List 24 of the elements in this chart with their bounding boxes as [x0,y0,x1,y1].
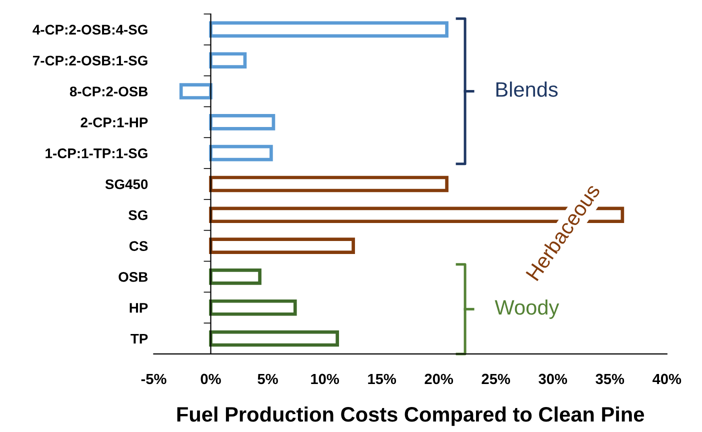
x-tick-label: -5% [141,374,166,384]
y-tick-label: SG450 [105,179,148,190]
x-tick-label: 10% [311,374,339,384]
x-tick-label: 15% [368,374,396,384]
x-tick-label: 5% [258,374,278,384]
y-tick-label: HP [130,303,148,313]
y-tick-label: TP [130,334,148,344]
x-tick-label: 0% [200,374,221,384]
x-tick-label: 30% [538,374,568,384]
y-tick-label: 8-CP:2-OSB [70,86,148,96]
y-tick-label: OSB [118,272,148,282]
x-tick-label: 40% [652,374,682,384]
y-tick-label: 4-CP:2-OSB:4-SG [32,24,148,35]
x-tick-label: 20% [424,374,454,384]
y-tick-label: 1-CP:1-TP:1-SG [46,148,148,158]
y-tick-label: CS [129,241,148,251]
annotation: Blends [496,82,558,97]
annotation: Woody [494,299,560,319]
x-tick-label: 25% [482,374,510,384]
x-axis-title: Fuel Production Costs Compared to Clean Pine [177,406,644,426]
y-tick-label: 7-CP:2-OSB:1-SG [33,56,148,66]
y-tick-label: 2-CP:1-HP [80,118,148,128]
x-tick-label: 35% [596,374,624,384]
y-tick-label: SG [128,210,148,220]
